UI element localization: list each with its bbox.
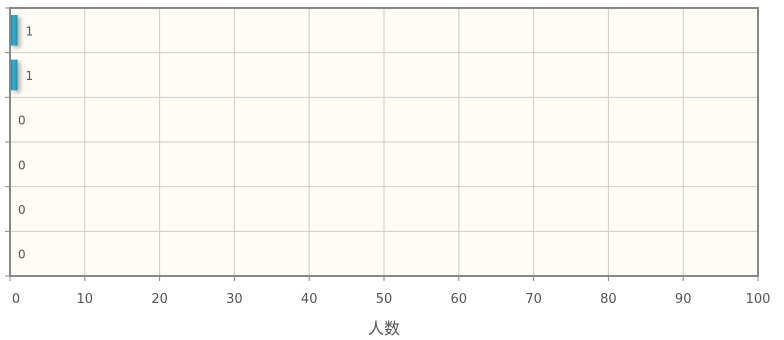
x-tick-label-100: 100 bbox=[746, 292, 771, 307]
bar-0 bbox=[10, 15, 18, 46]
x-tick-label-30: 30 bbox=[226, 292, 243, 307]
x-tick-label-20: 20 bbox=[151, 292, 168, 307]
bar-value-label-3: 0 bbox=[18, 158, 26, 172]
x-tick-label-60: 60 bbox=[451, 292, 468, 307]
x-tick-label-80: 80 bbox=[600, 292, 617, 307]
bar-value-label-2: 0 bbox=[18, 114, 26, 128]
bar-value-label-0: 1 bbox=[25, 24, 33, 38]
x-tick-label-50: 50 bbox=[376, 292, 393, 307]
bar-1 bbox=[10, 59, 18, 91]
bar-value-label-5: 0 bbox=[18, 248, 26, 262]
axes bbox=[5, 7, 759, 281]
bar-value-label-1: 1 bbox=[25, 69, 33, 83]
x-tick-label-70: 70 bbox=[525, 292, 542, 307]
x-tick-label-0: 0 bbox=[12, 292, 20, 307]
bar-labels: 1 1 0 0 0 0 bbox=[18, 24, 33, 261]
x-tick-label-10: 10 bbox=[77, 292, 94, 307]
x-tick-label-90: 90 bbox=[675, 292, 692, 307]
bar-value-label-4: 0 bbox=[18, 203, 26, 217]
x-tick-label-40: 40 bbox=[301, 292, 318, 307]
x-tick-labels: 0 10 20 30 40 50 60 70 80 90 100 bbox=[12, 292, 771, 307]
x-axis-title: 人数 bbox=[368, 319, 400, 338]
bars bbox=[10, 15, 18, 91]
